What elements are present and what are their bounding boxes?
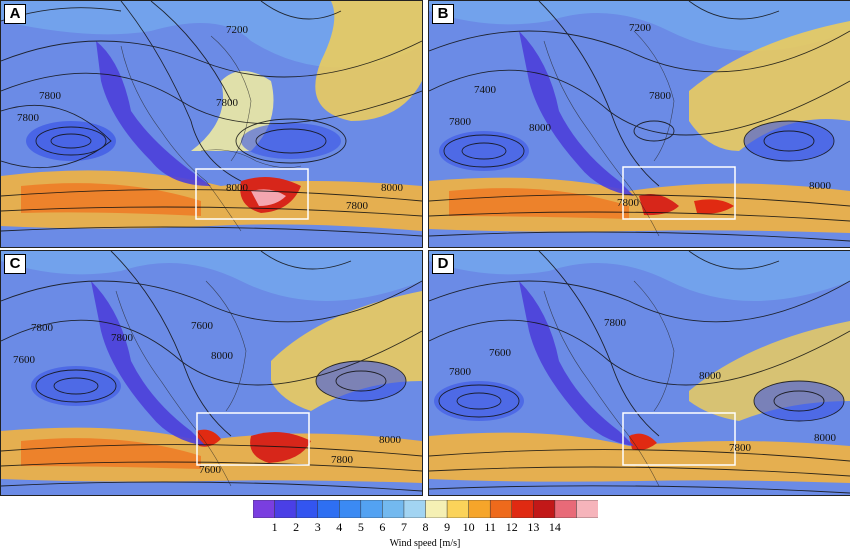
contour-label: 8000 <box>699 370 722 382</box>
contour-label: 7800 <box>729 442 752 454</box>
contour-label: 7800 <box>449 366 472 378</box>
colorbar-label: Wind speed [m/s] <box>389 538 461 549</box>
colorbar-swatch <box>295 500 319 518</box>
colorbar-swatch <box>576 500 598 518</box>
colorbar-tick-label: 11 <box>484 520 496 534</box>
contour-label: 8000 <box>226 182 249 194</box>
colorbar-tick-label: 7 <box>400 520 407 534</box>
contour-label: 7800 <box>449 116 472 128</box>
wind-map-c: 7600 7800 7600 8000 7800 8000 7800 7600 <box>1 251 422 495</box>
contour-label: 7800 <box>604 317 627 329</box>
colorbar-tick-label: 3 <box>314 520 321 534</box>
contour-label: 7800 <box>331 454 354 466</box>
contour-label: 8000 <box>211 350 234 362</box>
colorbar-swatch <box>382 500 405 518</box>
contour-label: 8000 <box>529 122 552 134</box>
colorbar-swatch <box>253 500 276 518</box>
colorbar-swatch <box>403 500 427 518</box>
colorbar-tick-label: 1 <box>271 520 278 534</box>
colorbar-tick-label: 12 <box>505 520 518 534</box>
wind-map-a: 7200 7800 7800 8000 7800 8000 7800 <box>1 1 422 247</box>
colorbar-swatch <box>511 500 535 518</box>
contour-label: 7600 <box>191 320 214 332</box>
contour-label: 7800 <box>39 90 62 102</box>
contour-label: 8000 <box>809 180 832 192</box>
contour-label: 7200 <box>629 22 652 34</box>
colorbar-tick-label: 10 <box>462 520 475 534</box>
colorbar-swatch <box>360 500 384 518</box>
contour-label: 7800 <box>17 112 40 124</box>
colorbar-swatch <box>446 500 470 518</box>
colorbar-swatch <box>274 500 297 518</box>
contour-label: 7600 <box>489 347 512 359</box>
contour-label: 8000 <box>814 432 837 444</box>
colorbar-swatch <box>317 500 341 518</box>
map-panel-a: 7200 7800 7800 8000 7800 8000 7800 A <box>0 0 423 248</box>
map-panel-b: 7200 7400 7800 7800 8000 8000 7800 B <box>428 0 850 248</box>
contour-label: 7200 <box>226 24 249 36</box>
contour-label: 7800 <box>617 197 640 209</box>
colorbar-tick-label: 2 <box>293 520 300 534</box>
wind-map-d: 7600 7800 7800 8000 7800 8000 <box>429 251 850 495</box>
panel-letter: B <box>432 4 454 24</box>
contour-label: 8000 <box>381 182 404 194</box>
wind-speed-colorbar <box>253 500 598 518</box>
contour-label: 7800 <box>31 322 54 334</box>
colorbar-swatch <box>425 500 448 518</box>
colorbar-tick-label: 9 <box>444 520 451 534</box>
colorbar-swatch <box>489 500 513 518</box>
colorbar-swatch <box>339 500 362 518</box>
colorbar-swatch <box>533 500 556 518</box>
contour-label: 7800 <box>346 200 369 212</box>
colorbar-tick-label: 5 <box>357 520 364 534</box>
colorbar-tick-label: 8 <box>422 520 429 534</box>
contour-label: 7800 <box>111 332 134 344</box>
contour-label: 7800 <box>216 97 239 109</box>
contour-label: 7600 <box>13 354 36 366</box>
panel-letter: A <box>4 4 26 24</box>
contour-label: 7600 <box>199 464 222 476</box>
map-panel-c: 7600 7800 7600 8000 7800 8000 7800 7600 … <box>0 250 423 496</box>
contour-label: 8000 <box>379 434 402 446</box>
colorbar-tick-label: 14 <box>548 520 561 534</box>
map-panel-d: 7600 7800 7800 8000 7800 8000 D <box>428 250 850 496</box>
colorbar-swatch <box>468 500 491 518</box>
colorbar-tick-label: 13 <box>527 520 540 534</box>
panel-letter: C <box>4 254 26 274</box>
colorbar-swatch <box>554 500 578 518</box>
wind-map-b: 7200 7400 7800 7800 8000 8000 7800 <box>429 1 850 247</box>
colorbar-tick-label: 4 <box>336 520 343 534</box>
panel-letter: D <box>432 254 454 274</box>
contour-label: 7800 <box>649 90 672 102</box>
colorbar-tick-label: 6 <box>379 520 386 534</box>
contour-label: 7400 <box>474 84 497 96</box>
